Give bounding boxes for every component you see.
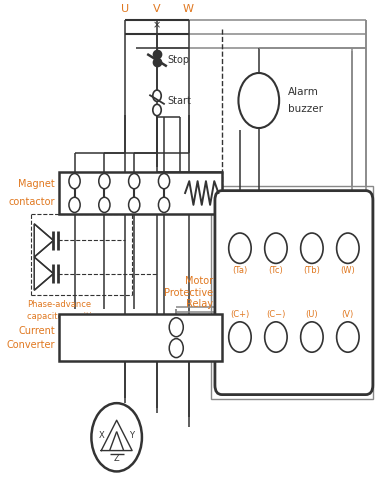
Circle shape (301, 322, 323, 352)
Text: W: W (183, 4, 194, 14)
Text: 5: 5 (273, 243, 279, 253)
Circle shape (153, 90, 161, 102)
Text: (C−): (C−) (266, 310, 286, 319)
Circle shape (129, 197, 140, 213)
Text: (C+): (C+) (230, 310, 250, 319)
Text: (Ta): (Ta) (232, 266, 247, 275)
Text: U: U (121, 4, 129, 14)
Circle shape (265, 233, 287, 263)
Text: Stop: Stop (168, 55, 190, 65)
Circle shape (169, 339, 183, 358)
Text: BZ: BZ (250, 94, 268, 107)
Circle shape (229, 322, 251, 352)
Text: (Tb): (Tb) (303, 266, 320, 275)
Polygon shape (34, 257, 53, 290)
Text: V: V (153, 4, 161, 14)
Circle shape (158, 173, 170, 189)
Text: 1: 1 (309, 332, 315, 342)
Text: (U): (U) (306, 310, 318, 319)
FancyBboxPatch shape (59, 314, 222, 361)
Text: (Tc): (Tc) (268, 266, 283, 275)
Circle shape (69, 197, 80, 213)
Text: 4: 4 (309, 243, 315, 253)
Circle shape (129, 173, 140, 189)
Text: Alarm: Alarm (288, 87, 319, 97)
Circle shape (337, 322, 359, 352)
Circle shape (91, 403, 142, 471)
Text: buzzer: buzzer (288, 104, 323, 114)
Circle shape (158, 197, 170, 213)
Text: ×: × (153, 21, 161, 31)
FancyBboxPatch shape (59, 171, 222, 215)
Text: Z: Z (114, 454, 120, 463)
Circle shape (99, 197, 110, 213)
Circle shape (265, 322, 287, 352)
Polygon shape (34, 224, 53, 257)
Circle shape (69, 173, 80, 189)
Text: 6: 6 (237, 243, 243, 253)
Circle shape (99, 173, 110, 189)
FancyBboxPatch shape (215, 191, 373, 395)
Circle shape (301, 233, 323, 263)
Text: Converter: Converter (7, 340, 55, 350)
Text: Protective: Protective (164, 287, 213, 297)
Text: Phase-advance: Phase-advance (27, 300, 91, 309)
Text: Start: Start (168, 95, 191, 105)
Text: Y: Y (129, 431, 134, 440)
Text: Motor: Motor (185, 276, 213, 286)
Text: 2: 2 (345, 332, 351, 342)
Text: Relay: Relay (186, 299, 213, 309)
Text: 7: 7 (237, 332, 243, 342)
Circle shape (337, 233, 359, 263)
Circle shape (169, 318, 183, 337)
Text: (V): (V) (342, 310, 354, 319)
Circle shape (238, 73, 279, 128)
Circle shape (229, 233, 251, 263)
Text: Magnet: Magnet (18, 180, 55, 190)
Text: X: X (99, 431, 105, 440)
Text: +: + (171, 322, 181, 332)
Text: 8: 8 (273, 332, 279, 342)
Text: Current: Current (18, 326, 55, 336)
Text: capacitor position: capacitor position (27, 312, 102, 320)
Text: contactor: contactor (9, 196, 55, 206)
Text: 3: 3 (345, 243, 351, 253)
Text: (W): (W) (341, 266, 355, 275)
Text: −: − (171, 342, 182, 354)
Circle shape (153, 104, 161, 116)
